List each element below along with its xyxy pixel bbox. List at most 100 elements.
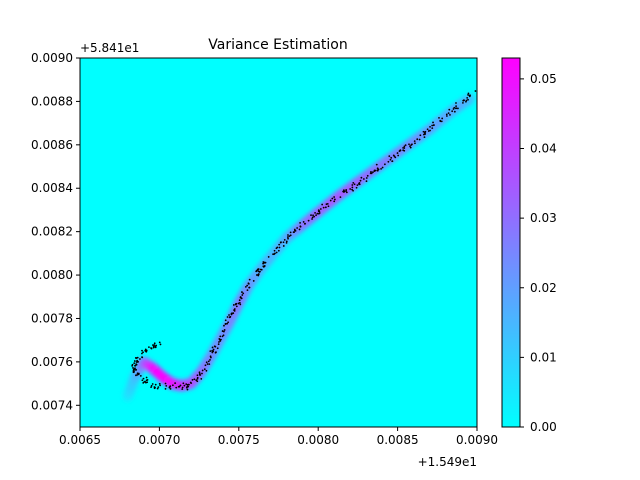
sample-point xyxy=(383,163,386,166)
sample-point xyxy=(210,356,212,359)
sample-point xyxy=(413,140,416,143)
sample-point xyxy=(318,212,321,214)
sample-point xyxy=(359,179,362,182)
sample-point xyxy=(247,282,250,285)
sample-point xyxy=(179,384,182,387)
sample-point xyxy=(409,145,411,148)
sample-point xyxy=(234,303,237,305)
sample-point xyxy=(453,106,456,109)
sample-point xyxy=(148,346,150,349)
x-tick-label: 0.0090 xyxy=(456,433,498,447)
sample-point xyxy=(203,368,206,371)
sample-point xyxy=(178,385,181,388)
sample-point xyxy=(353,183,356,186)
sample-point xyxy=(396,152,399,154)
sample-point xyxy=(154,383,157,386)
sample-point xyxy=(358,182,361,184)
variance-band-segment xyxy=(464,93,476,105)
sample-point xyxy=(200,378,203,380)
sample-point xyxy=(252,280,255,282)
sample-point xyxy=(439,119,442,122)
sample-point xyxy=(150,347,152,349)
sample-point xyxy=(153,344,156,347)
sample-point xyxy=(262,262,265,264)
sample-point xyxy=(226,316,229,318)
sample-point xyxy=(174,382,177,385)
sample-point xyxy=(169,387,172,390)
y-tick-label: 0.0074 xyxy=(31,398,73,412)
sample-point xyxy=(285,241,288,244)
sample-point xyxy=(152,346,155,349)
sample-point xyxy=(142,377,145,380)
sample-point xyxy=(244,286,247,288)
sample-point xyxy=(183,384,186,387)
sample-point xyxy=(390,156,393,159)
sample-point xyxy=(216,347,219,350)
sample-point xyxy=(196,374,199,377)
sample-point xyxy=(432,121,434,124)
sample-point xyxy=(214,345,217,348)
sample-point xyxy=(263,265,266,267)
sample-point xyxy=(418,138,421,141)
sample-point xyxy=(294,229,296,232)
sample-point xyxy=(182,382,185,385)
sample-point xyxy=(349,188,352,190)
sample-point xyxy=(387,160,390,163)
sample-point xyxy=(209,358,211,361)
sample-point xyxy=(283,239,286,241)
sample-point xyxy=(299,221,301,224)
x-axis: 0.0065 0.0070 0.0075 0.0080 0.0085 0.0090 xyxy=(59,427,498,447)
sample-point xyxy=(205,361,208,364)
sample-point xyxy=(153,342,156,345)
sample-point xyxy=(145,376,148,379)
sample-point xyxy=(403,147,406,149)
sample-point xyxy=(169,385,172,388)
sample-point xyxy=(255,274,258,276)
sample-point xyxy=(158,341,161,344)
sample-point xyxy=(196,380,199,383)
plot-frame xyxy=(79,57,478,428)
y-tick-label: 0.0076 xyxy=(31,355,73,369)
x-tick-label: 0.0075 xyxy=(218,433,260,447)
sample-point xyxy=(257,274,260,277)
sample-point xyxy=(322,206,325,209)
sample-point xyxy=(204,364,207,367)
x-tick-label: 0.0085 xyxy=(377,433,419,447)
sample-point xyxy=(257,268,260,270)
sample-point xyxy=(465,100,467,103)
y-tick-label: 0.0086 xyxy=(31,138,73,152)
sample-point xyxy=(185,383,188,386)
sample-point xyxy=(426,128,429,131)
sample-point xyxy=(233,308,236,310)
sample-point xyxy=(403,149,406,152)
sample-point xyxy=(453,110,456,113)
sample-point xyxy=(310,214,312,217)
sample-point xyxy=(326,202,329,205)
sample-point xyxy=(222,334,225,337)
sample-point xyxy=(403,145,406,148)
sample-point xyxy=(198,371,201,374)
sample-point xyxy=(135,368,138,371)
sample-point xyxy=(351,184,354,186)
sample-point xyxy=(154,386,156,389)
sample-point xyxy=(282,245,285,247)
sample-point xyxy=(221,330,224,332)
sample-point xyxy=(333,198,336,201)
sample-point xyxy=(362,178,365,180)
sample-point xyxy=(136,356,139,359)
sample-point xyxy=(257,273,260,275)
sample-point xyxy=(232,304,235,306)
sample-point xyxy=(238,301,241,304)
sample-point xyxy=(360,176,363,179)
sample-point xyxy=(356,184,359,187)
sample-point xyxy=(248,286,251,289)
sample-point xyxy=(397,154,400,157)
sample-point xyxy=(339,196,342,199)
sample-point xyxy=(410,144,413,146)
sample-point xyxy=(424,132,426,135)
sample-point xyxy=(327,205,330,208)
sample-point xyxy=(242,292,245,295)
sample-point xyxy=(329,199,332,202)
colorbar-axis: 0.00 0.01 0.02 0.03 0.04 0.05 xyxy=(520,72,557,434)
sample-point xyxy=(141,379,144,382)
